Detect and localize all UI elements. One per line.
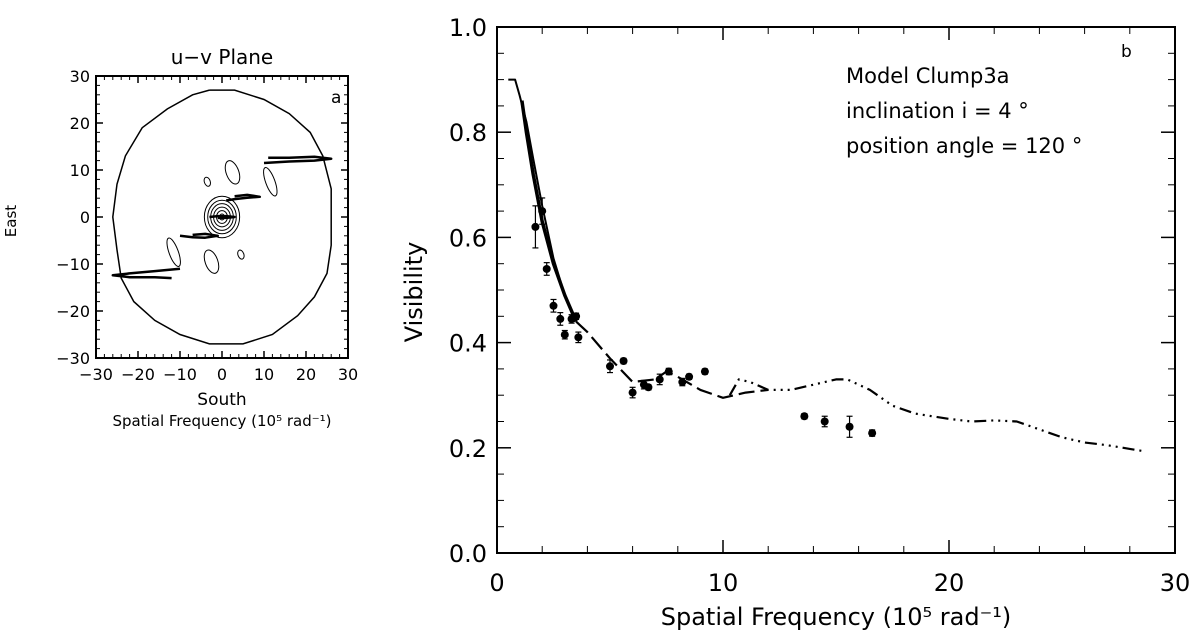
vis-ytick-label: 0.2 — [449, 435, 487, 463]
data-point — [531, 222, 540, 231]
data-point — [685, 372, 694, 381]
data-point — [800, 412, 809, 421]
small-contour — [203, 249, 220, 274]
data-point — [628, 388, 637, 397]
uv-plane-xlabel-secondary: Spatial Frequency (10⁵ rad⁻¹) — [112, 412, 331, 430]
uv-plane-ticks: −30 −20 −10 0 10 20 30 −30 −20 −10 0 10 20 30 — [56, 67, 358, 384]
visibility-panel: b Model Clump3a inclination i = 4 ° posi… — [400, 14, 1190, 631]
data-point — [538, 207, 547, 216]
central-contour — [207, 199, 237, 235]
model-curve-dash-dot — [728, 378, 1146, 453]
uv-plane-xlabel: South — [197, 390, 246, 410]
vis-ytick-label: 0.4 — [449, 330, 487, 358]
data-point — [619, 357, 628, 366]
data-point — [664, 367, 673, 376]
visibility-xlabel: Spatial Frequency (10⁵ rad⁻¹) — [661, 603, 1011, 631]
annotation-line-3: position angle = 120 ° — [846, 134, 1082, 158]
uv-ytick-label: −10 — [56, 255, 90, 274]
central-contour — [203, 195, 241, 239]
uv-xtick-label: 30 — [338, 365, 358, 384]
data-point — [549, 301, 558, 310]
outer-contour — [112, 89, 332, 345]
uv-track — [179, 232, 220, 239]
uv-xtick-label: −30 — [79, 365, 113, 384]
data-point — [700, 367, 709, 376]
data-point — [560, 330, 569, 339]
uv-xtick-label: −20 — [121, 365, 155, 384]
vis-xtick-label: 20 — [934, 569, 965, 597]
vis-ytick-label: 0.6 — [449, 224, 487, 252]
data-point — [606, 362, 614, 371]
annotation-line-1: Model Clump3a — [846, 64, 1010, 88]
uv-xtick-label: −10 — [163, 365, 197, 384]
uv-ytick-label: 0 — [80, 208, 90, 227]
vis-ytick-label: 0.0 — [449, 540, 487, 568]
uv-ytick-label: 20 — [70, 114, 90, 133]
uv-ytick-label: −20 — [56, 302, 90, 321]
uv-track — [111, 267, 181, 280]
uv-track — [225, 193, 262, 202]
uv-plane-title: u−v Plane — [171, 45, 273, 69]
vis-xtick-label: 0 — [489, 569, 504, 597]
uv-xtick-label: 0 — [217, 365, 227, 384]
uv-ytick-label: 30 — [70, 67, 90, 86]
data-point — [678, 378, 687, 387]
uv-ytick-label: −30 — [56, 349, 90, 368]
uv-xtick-label: 10 — [254, 365, 274, 384]
data-point — [820, 417, 829, 426]
vis-xtick-label: 30 — [1160, 569, 1191, 597]
data-point — [572, 312, 581, 321]
uv-xtick-label: 20 — [296, 365, 316, 384]
vis-ytick-label: 1.0 — [449, 14, 487, 42]
small-contour — [203, 176, 211, 187]
panel-a-label: a — [331, 88, 341, 108]
uv-plane-ylabel: East — [2, 205, 20, 237]
data-point — [556, 314, 565, 323]
vis-xtick-label: 10 — [708, 569, 739, 597]
small-contour — [263, 167, 278, 197]
data-point — [868, 429, 877, 438]
small-contour — [237, 249, 245, 260]
uv-plane-panel: u−v Plane a South Spatial Frequency (10⁵… — [2, 45, 358, 430]
visibility-plot-area — [508, 78, 1146, 453]
panel-b-label: b — [1121, 42, 1132, 62]
visibility-ticks: 0 10 20 30 0.0 0.2 0.4 0.6 0.8 1.0 — [449, 14, 1190, 597]
uv-ytick-label: 10 — [70, 161, 90, 180]
uv-track — [209, 214, 236, 220]
uv-plane-frame — [95, 75, 349, 359]
data-point — [542, 264, 551, 273]
data-point — [574, 333, 583, 342]
vis-ytick-label: 0.8 — [449, 119, 487, 147]
visibility-ylabel: Visibility — [400, 242, 428, 343]
uv-track — [263, 155, 333, 165]
data-point — [644, 383, 653, 392]
model-curve-solid-thick — [520, 100, 578, 323]
small-contour — [166, 237, 181, 267]
data-point — [655, 375, 664, 384]
model-curve-dashed — [575, 320, 769, 399]
small-contour — [224, 160, 241, 185]
data-point — [845, 422, 854, 431]
annotation-line-2: inclination i = 4 ° — [846, 99, 1029, 123]
visibility-frame — [496, 26, 1176, 554]
uv-plane-plot-area — [111, 89, 333, 345]
